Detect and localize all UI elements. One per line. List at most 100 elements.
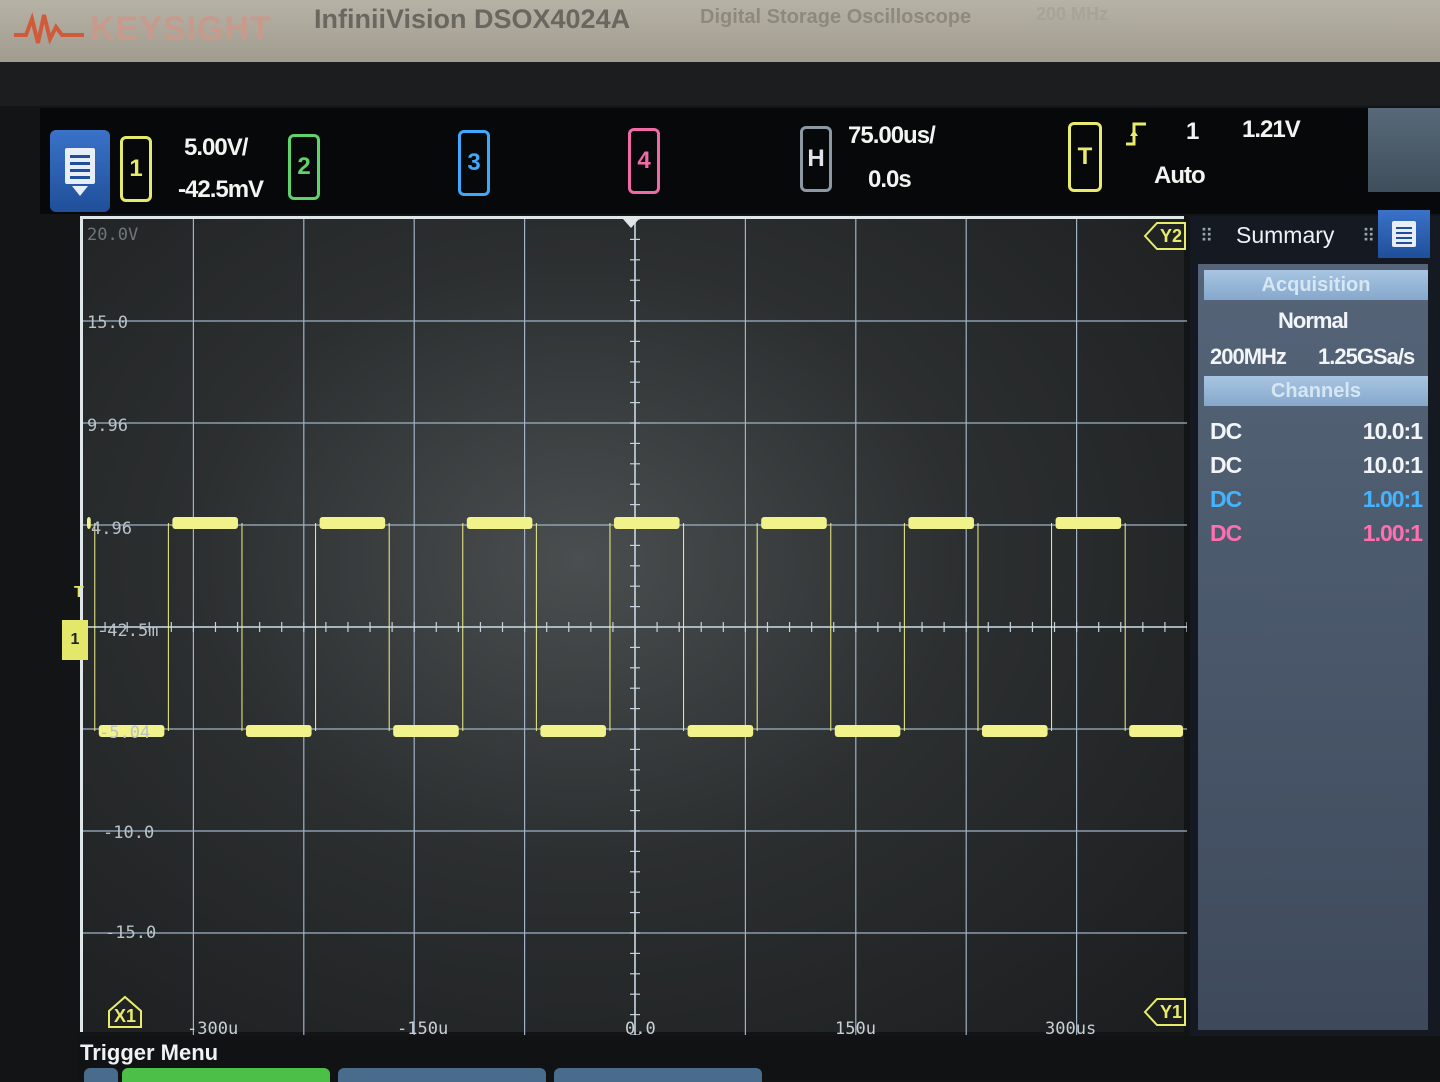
acquisition-mode: Normal	[1278, 308, 1349, 333]
brand-name: KEYSIGHT	[90, 9, 272, 48]
volt-label: -15.0	[105, 923, 157, 943]
channel-4-button[interactable]: 4	[628, 128, 660, 194]
volt-label: 4.96	[91, 519, 132, 539]
volt-label: 20.0V	[87, 225, 139, 245]
menu-list-icon	[65, 148, 95, 184]
bezel-band	[0, 62, 1440, 106]
trigger-menu-title: Trigger Menu	[80, 1040, 219, 1065]
menu-list-icon	[1392, 221, 1416, 247]
trigger-level: 1.21V	[1242, 116, 1301, 143]
trace-segment	[172, 517, 238, 529]
drag-handle-icon[interactable]: ⠿	[1362, 226, 1376, 246]
channel-3-button[interactable]: 3	[458, 130, 490, 196]
trigger-position-marker	[623, 219, 639, 228]
graticule-grid	[83, 219, 1187, 1035]
channel-summary-row: DC 10.0:1	[1204, 452, 1426, 482]
cursor-y1-label: Y1	[1159, 1001, 1183, 1022]
chevron-down-icon	[72, 186, 88, 196]
main-menu-button[interactable]	[50, 130, 110, 212]
channel-coupling: DC	[1210, 418, 1242, 444]
trigger-label: T	[1077, 143, 1093, 170]
cursor-y1-marker[interactable]: Y1	[1143, 995, 1186, 1029]
trigger-mode: Auto	[1154, 162, 1206, 189]
volt-label: 9.96	[87, 416, 128, 436]
volt-label: -42.5m	[97, 621, 159, 641]
cursor-y2-marker[interactable]: Y2	[1143, 219, 1186, 253]
channel-summary-row: DC 1.00:1	[1204, 520, 1426, 550]
cursor-x1-label: X1	[113, 1005, 137, 1026]
softkey-4[interactable]	[554, 1068, 762, 1082]
time-label: 150u	[835, 1019, 876, 1039]
brand: KEYSIGHT	[14, 4, 272, 54]
trigger-level-marker[interactable]: T	[74, 584, 84, 601]
zoom-widget[interactable]	[1368, 108, 1440, 192]
trigger-source: 1	[1186, 118, 1199, 145]
volt-label: -5.04	[99, 723, 151, 743]
status-bar	[40, 108, 1440, 214]
acquisition-bandwidth: 200MHz	[1210, 344, 1287, 369]
probe-ratio: 1.00:1	[1362, 486, 1423, 512]
instrument-bezel: KEYSIGHT InfiniiVision DSOX4024A Digital…	[0, 0, 1440, 62]
trace-segment	[393, 725, 459, 737]
channel-summary-row: DC 10.0:1	[1204, 418, 1426, 448]
time-label: 300us	[1045, 1019, 1097, 1039]
channel-coupling: DC	[1210, 520, 1242, 546]
horizontal-delay: 0.0s	[868, 166, 912, 193]
trace-segment	[466, 517, 533, 529]
channel-4-label: 4	[637, 147, 651, 174]
trace-segment	[245, 725, 312, 737]
probe-ratio: 1.00:1	[1362, 520, 1423, 546]
rising-edge-icon	[1126, 122, 1146, 146]
trace-segment	[613, 517, 680, 529]
channel-1-label: 1	[129, 155, 143, 182]
channel-coupling: DC	[1210, 486, 1242, 512]
probe-ratio: 10.0:1	[1362, 418, 1423, 444]
cursor-y2-label: Y2	[1159, 225, 1183, 246]
summary-panel: ⠿ Summary ⠿ Acquisition Normal 200MHz 1.…	[1190, 210, 1440, 1036]
trace-segment	[908, 517, 974, 529]
sample-rate: 1.25GSa/s	[1318, 344, 1415, 369]
channel-2-label: 2	[297, 153, 311, 180]
trace-segment	[834, 725, 901, 737]
channels-header: Channels	[1204, 376, 1428, 406]
probe-ratio: 10.0:1	[1362, 452, 1423, 478]
channel-3-label: 3	[467, 149, 481, 176]
trace-segment	[540, 725, 606, 737]
time-label: -150u	[397, 1019, 449, 1039]
channel-1-button[interactable]: 1	[120, 136, 152, 202]
keysight-logo-icon	[14, 12, 84, 45]
cursor-x1-marker[interactable]: X1	[105, 995, 145, 1029]
panel-menu-button[interactable]	[1378, 210, 1430, 258]
summary-title: Summary	[1236, 222, 1335, 248]
trigger-button[interactable]: T	[1068, 122, 1102, 192]
trace-segment	[761, 517, 827, 529]
channel-coupling: DC	[1210, 452, 1242, 478]
channel-1-offset: -42.5mV	[178, 176, 264, 203]
softkey-1[interactable]	[84, 1068, 118, 1082]
trace-segment	[319, 517, 386, 529]
summary-body: Acquisition Normal 200MHz 1.25GSa/s Chan…	[1198, 264, 1428, 1030]
softkey-3[interactable]	[338, 1068, 546, 1082]
acquisition-header: Acquisition	[1204, 270, 1428, 300]
model-name: InfiniiVision DSOX4024A	[314, 4, 631, 34]
trace-segment	[1055, 517, 1122, 529]
trace-segment	[98, 725, 165, 737]
channel-2-button[interactable]: 2	[288, 134, 320, 200]
waveform-graticule[interactable]: 20.0V 15.0 9.96 4.96 -42.5m -5.04 -10.0 …	[80, 216, 1187, 1039]
time-label: 0.0	[625, 1019, 656, 1039]
horizontal-button[interactable]: H	[800, 126, 832, 192]
channel-1-ground-marker[interactable]: 1	[62, 620, 88, 660]
drag-handle-icon[interactable]: ⠿	[1200, 226, 1214, 246]
model-bandwidth: 200 MHz	[1036, 4, 1109, 24]
channel-1-scale: 5.00V/	[184, 134, 248, 161]
model-subtitle: Digital Storage Oscilloscope	[700, 6, 972, 28]
horizontal-label: H	[807, 145, 825, 172]
softkey-2[interactable]	[122, 1068, 330, 1082]
trace-segment	[1129, 725, 1183, 737]
time-label: -300u	[187, 1019, 239, 1039]
trace-segment	[87, 517, 91, 529]
volt-label: -10.0	[103, 823, 155, 843]
trace-segment	[687, 725, 754, 737]
channel-summary-row: DC 1.00:1	[1204, 486, 1426, 516]
timebase-value: 75.00us/	[848, 122, 936, 149]
